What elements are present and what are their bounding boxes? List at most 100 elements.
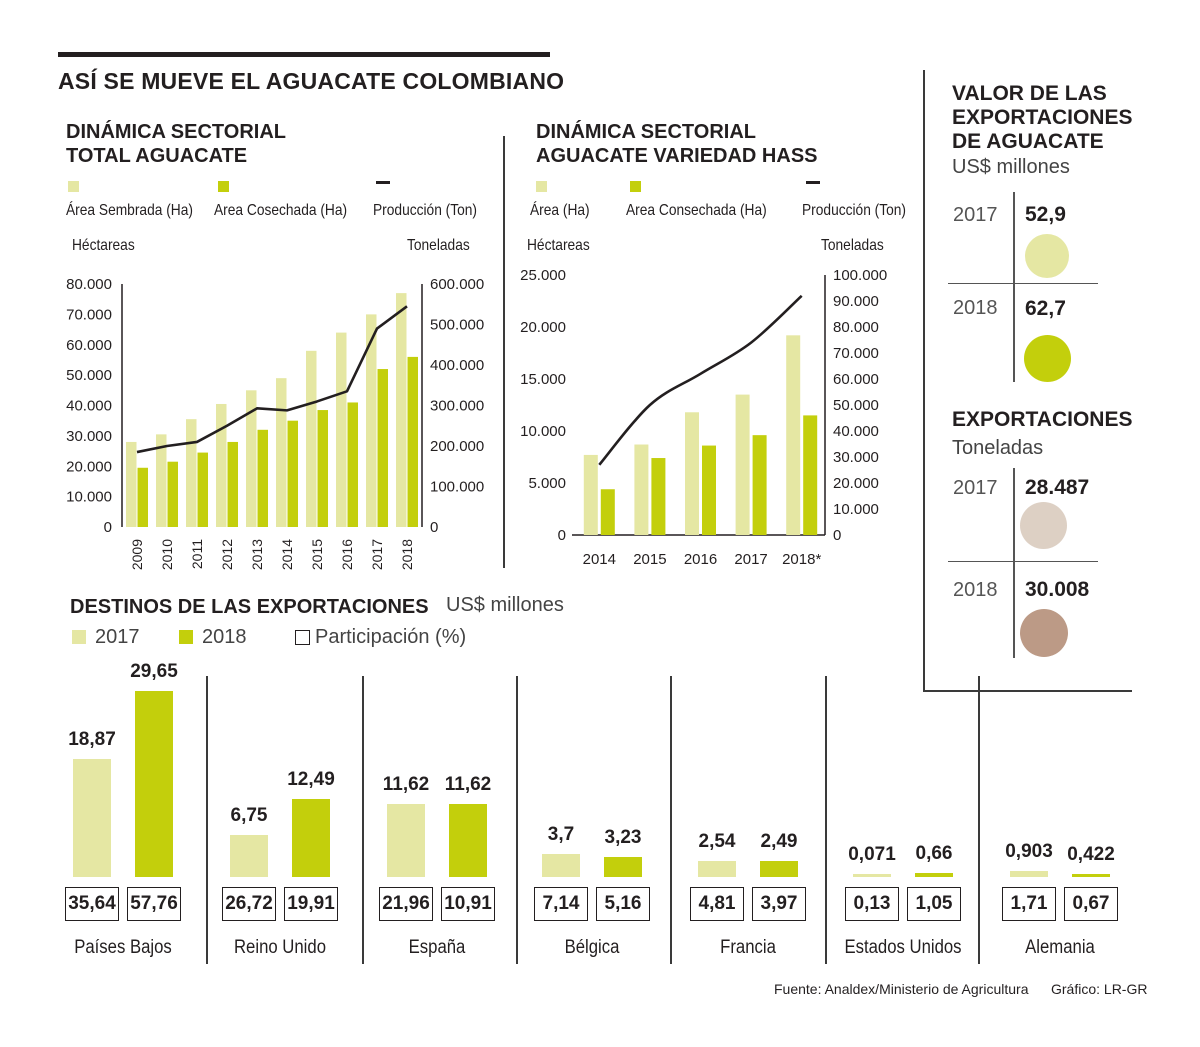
dest-share-2017: 4,81 — [690, 887, 744, 921]
chart1-bar-sembrada — [306, 350, 317, 527]
dest-bar-2017 — [853, 874, 891, 877]
legend2-swatch-cosechada — [630, 181, 641, 192]
footer-source: Fuente: Analdex/Ministerio de Agricultur… — [774, 981, 1029, 997]
dest-label-2018: 0,422 — [1067, 844, 1115, 865]
chart2-legend-cosechada: Area Consechada (Ha) — [626, 202, 767, 219]
dest-share-2018: 10,91 — [441, 887, 495, 921]
chart2-bar-area — [583, 454, 598, 535]
chart1-ytick-left: 70.000 — [66, 306, 112, 323]
chart1-bar-cosechada — [347, 402, 358, 527]
page-title: ASÍ SE MUEVE EL AGUACATE COLOMBIANO — [58, 68, 565, 94]
value-divider-v — [1013, 192, 1015, 382]
chart2-ytick-left: 5.000 — [528, 475, 566, 492]
dest-legend-share: Participación (%) — [315, 626, 467, 648]
legend2-swatch-area — [536, 181, 547, 192]
dest-bar-2018 — [1072, 874, 1110, 877]
dest-bar-2018 — [915, 872, 953, 877]
chart1-title: DINÁMICA SECTORIAL TOTAL AGUACATE — [66, 120, 286, 168]
chart2-bar-area — [786, 335, 801, 535]
chart1-ytick-left: 0 — [104, 519, 112, 536]
dest-share-2017: 21,96 — [379, 887, 433, 921]
panel-bottom-border — [923, 690, 1132, 692]
export-2018: 30.008 — [1025, 578, 1090, 601]
dest-label-2018: 3,23 — [604, 826, 642, 848]
dest-share-2017: 7,14 — [534, 887, 588, 921]
dest-label-2017: 18,87 — [68, 728, 116, 750]
divider-charts — [503, 136, 505, 568]
dest-label-2018: 12,49 — [287, 768, 335, 790]
chart2-title-line1: DINÁMICA SECTORIAL — [536, 121, 756, 143]
chart1-ytick-right: 100.000 — [430, 479, 484, 496]
dest-legend-2018-swatch — [179, 630, 193, 644]
chart2-ytick-right: 90.000 — [833, 293, 879, 310]
dest-divider — [206, 676, 208, 964]
dest-legend-2017: 2017 — [95, 626, 140, 648]
chart1-ytick-left: 20.000 — [66, 458, 112, 475]
chart2-line-produccion — [598, 294, 803, 466]
chart2-ytick-right: 20.000 — [833, 475, 879, 492]
export-year-2018: 2018 — [953, 579, 998, 601]
chart1-ytick-left: 10.000 — [66, 489, 112, 506]
dest-country-name: Países Bajos — [74, 937, 172, 958]
chart1-xtick: 2009 — [129, 539, 145, 570]
chart2-svg: 25.000 20.000 15.000 10.000 5.000 0 100.000 90.… — [520, 267, 887, 568]
chart2-bar-cosechada — [803, 415, 818, 535]
dest-legend-2017-swatch — [72, 630, 86, 644]
chart2-bar-area — [634, 444, 649, 535]
chart1-xtick: 2015 — [309, 539, 325, 570]
panel-value-title-3: DE AGUACATE — [952, 130, 1104, 153]
dest-bar-2017 — [230, 834, 268, 877]
dest-share-2017: 26,72 — [222, 887, 276, 921]
dest-bar-2018 — [449, 804, 487, 877]
chart2-ytick-right: 0 — [833, 527, 841, 544]
dest-label-2017: 2,54 — [698, 831, 736, 853]
chart1-xtick: 2018 — [399, 539, 415, 570]
dest-label-2018: 0,66 — [915, 842, 953, 864]
dest-country-name: Estados Unidos — [844, 937, 962, 958]
dest-share-2017: 0,13 — [845, 887, 899, 921]
dest-bar-2018 — [604, 856, 642, 877]
dest-label-2018: 2,49 — [760, 831, 798, 853]
value-2018: 62,7 — [1025, 297, 1066, 320]
dest-bar-2017 — [698, 861, 736, 877]
legend-swatch-sembrada — [68, 181, 79, 192]
dest-label-2018: 29,65 — [130, 661, 178, 682]
dest-label-2017: 0,071 — [848, 844, 896, 865]
chart1-bar-cosechada — [167, 461, 178, 527]
dest-legend-2018: 2018 — [202, 626, 247, 648]
dest-legend-share-swatch — [295, 630, 310, 645]
panel-value-unit: US$ millones — [952, 156, 1070, 178]
dest-divider — [670, 676, 672, 964]
dest-share-2018: 19,91 — [284, 887, 338, 921]
export-year-2017: 2017 — [953, 477, 998, 499]
chart2-ytick-right: 80.000 — [833, 319, 879, 336]
chart2-ytick-right: 10.000 — [833, 501, 879, 518]
chart2-ytick-right: 50.000 — [833, 397, 879, 414]
chart1-ytick-right: 500.000 — [430, 317, 484, 334]
dest-share-2018: 5,16 — [596, 887, 650, 921]
chart1-ytick-right: 0 — [430, 519, 438, 536]
export-2017: 28.487 — [1025, 476, 1090, 499]
dest-label-2017: 0,903 — [1005, 841, 1053, 863]
legend-swatch-cosechada — [218, 181, 229, 192]
chart2-title-line2: AGUACATE VARIEDAD HASS — [536, 145, 818, 167]
dest-country-name: Reino Unido — [233, 937, 327, 958]
dest-bar-2018 — [760, 861, 798, 877]
chart2-ylabel-left: Héctareas — [527, 237, 590, 254]
chart1-xtick: 2016 — [339, 539, 355, 570]
chart2-ytick-left: 10.000 — [520, 423, 566, 440]
chart1-ytick-left: 30.000 — [66, 428, 112, 445]
chart2-bar-cosechada — [702, 445, 716, 535]
chart1-ytick-right: 400.000 — [430, 357, 484, 374]
chart1-bar-sembrada — [126, 441, 137, 527]
chart2-xtick: 2016 — [684, 551, 717, 568]
chart1-xtick: 2017 — [369, 539, 385, 570]
dest-country-name: Alemania — [1025, 937, 1095, 958]
dest-bar-2018 — [135, 691, 173, 877]
dest-share-2017: 35,64 — [65, 887, 119, 921]
chart1-bar-cosechada — [287, 420, 298, 527]
chart2-ytick-left: 20.000 — [520, 319, 566, 336]
panel-value-title-1: VALOR DE LAS — [952, 82, 1107, 105]
chart1-legend-cosechada: Area Cosechada (Ha) — [214, 202, 348, 219]
